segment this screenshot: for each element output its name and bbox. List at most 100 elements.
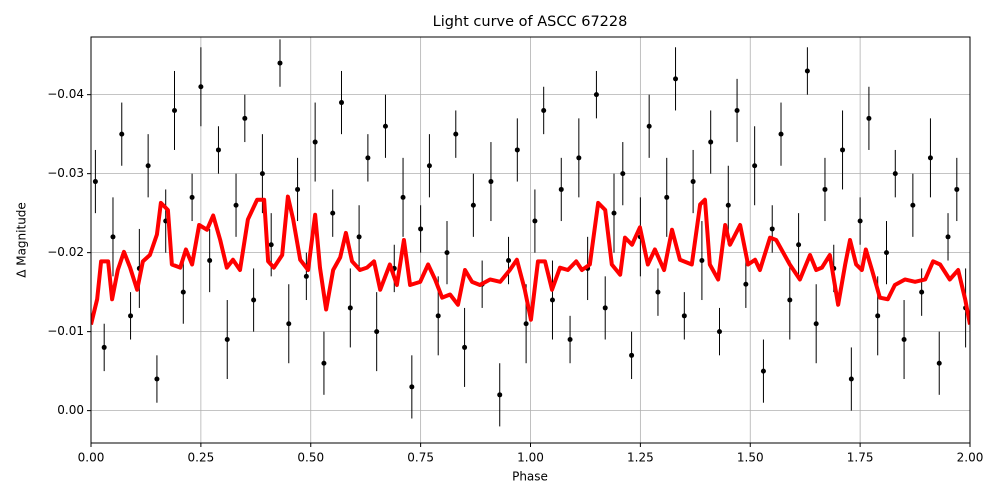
data-point [532, 218, 538, 224]
x-tick-label: 1.25 [627, 451, 654, 465]
data-point [365, 155, 371, 161]
data-point [488, 179, 494, 185]
data-point [725, 202, 731, 208]
data-point [286, 321, 292, 327]
data-point [251, 297, 257, 303]
data-point [207, 258, 213, 264]
data-point [268, 242, 274, 248]
data-point [506, 258, 512, 264]
ticks: 0.00 0.25 0.50 0.75 1.00 1.25 1.50 1.75 2.00 0.00… [47, 87, 983, 464]
data-point [857, 218, 863, 224]
data-point [409, 384, 415, 390]
data-point [119, 131, 125, 137]
data-point [664, 194, 670, 200]
data-point [426, 163, 432, 169]
y-tick-label: −0.04 [47, 87, 84, 101]
chart-title: Light curve of ASCC 67228 [433, 14, 628, 30]
data-point [154, 376, 160, 382]
data-point [400, 194, 406, 200]
data-point [444, 250, 450, 256]
data-point [716, 329, 722, 335]
data-point [690, 179, 696, 185]
data-point [198, 84, 204, 90]
data-point [180, 289, 186, 295]
data-point [822, 186, 828, 192]
y-tick-label: −0.01 [47, 324, 84, 338]
data-point [883, 250, 889, 256]
data-point [418, 226, 424, 232]
data-point [224, 337, 230, 343]
data-point [629, 352, 635, 358]
data-point [954, 186, 960, 192]
data-point [215, 147, 221, 153]
model-line [91, 194, 970, 325]
data-point [145, 163, 151, 169]
x-tick-label: 1.75 [847, 451, 874, 465]
data-point [796, 242, 802, 248]
data-point [303, 273, 309, 279]
data-point [813, 321, 819, 327]
data-point [330, 210, 336, 216]
data-point [646, 123, 652, 129]
x-tick-label: 0.75 [407, 451, 434, 465]
data-point [699, 258, 705, 264]
data-point [567, 337, 573, 343]
data-point [295, 186, 301, 192]
data-point [277, 60, 283, 66]
x-tick-label: 1.50 [737, 451, 764, 465]
data-point [936, 360, 942, 366]
data-point [848, 376, 854, 382]
data-point [374, 329, 380, 335]
data-point [927, 155, 933, 161]
data-point [101, 344, 107, 350]
data-point [242, 115, 248, 121]
x-tick-label: 0.50 [297, 451, 324, 465]
data-point [541, 107, 547, 113]
x-tick-label: 0.00 [78, 451, 105, 465]
data-point [382, 123, 388, 129]
data-point [840, 147, 846, 153]
y-tick-label: −0.03 [47, 166, 84, 180]
data-point [128, 313, 134, 319]
data-point [576, 155, 582, 161]
data-point [593, 92, 599, 98]
y-tick-label: −0.02 [47, 245, 84, 259]
data-point [172, 107, 178, 113]
data-point [875, 313, 881, 319]
data-point [356, 234, 362, 240]
data-point [514, 147, 520, 153]
data-point [233, 202, 239, 208]
x-tick-label: 1.00 [517, 451, 544, 465]
y-tick-label: 0.00 [57, 403, 84, 417]
data-point [945, 234, 951, 240]
data-point [778, 131, 784, 137]
data-point [620, 171, 626, 177]
data-point [769, 226, 775, 232]
data-point [655, 289, 661, 295]
data-point [312, 139, 318, 145]
data-point [681, 313, 687, 319]
data-point [804, 68, 810, 74]
data-point [743, 281, 749, 287]
data-point [734, 107, 740, 113]
data-point [558, 186, 564, 192]
data-point [110, 234, 116, 240]
data-point [901, 337, 907, 343]
plot-area [91, 39, 970, 427]
data-point [347, 305, 353, 311]
data-point [92, 179, 98, 185]
data-point [602, 305, 608, 311]
data-point [339, 100, 345, 106]
y-axis-label: Δ Magnitude [15, 202, 29, 278]
data-point [919, 289, 925, 295]
data-point [462, 344, 468, 350]
data-point [892, 171, 898, 177]
data-point [321, 360, 327, 366]
data-point [760, 368, 766, 374]
data-point [673, 76, 679, 82]
x-axis-label: Phase [512, 470, 548, 484]
data-point [866, 115, 872, 121]
data-point [787, 297, 793, 303]
data-point [189, 194, 195, 200]
